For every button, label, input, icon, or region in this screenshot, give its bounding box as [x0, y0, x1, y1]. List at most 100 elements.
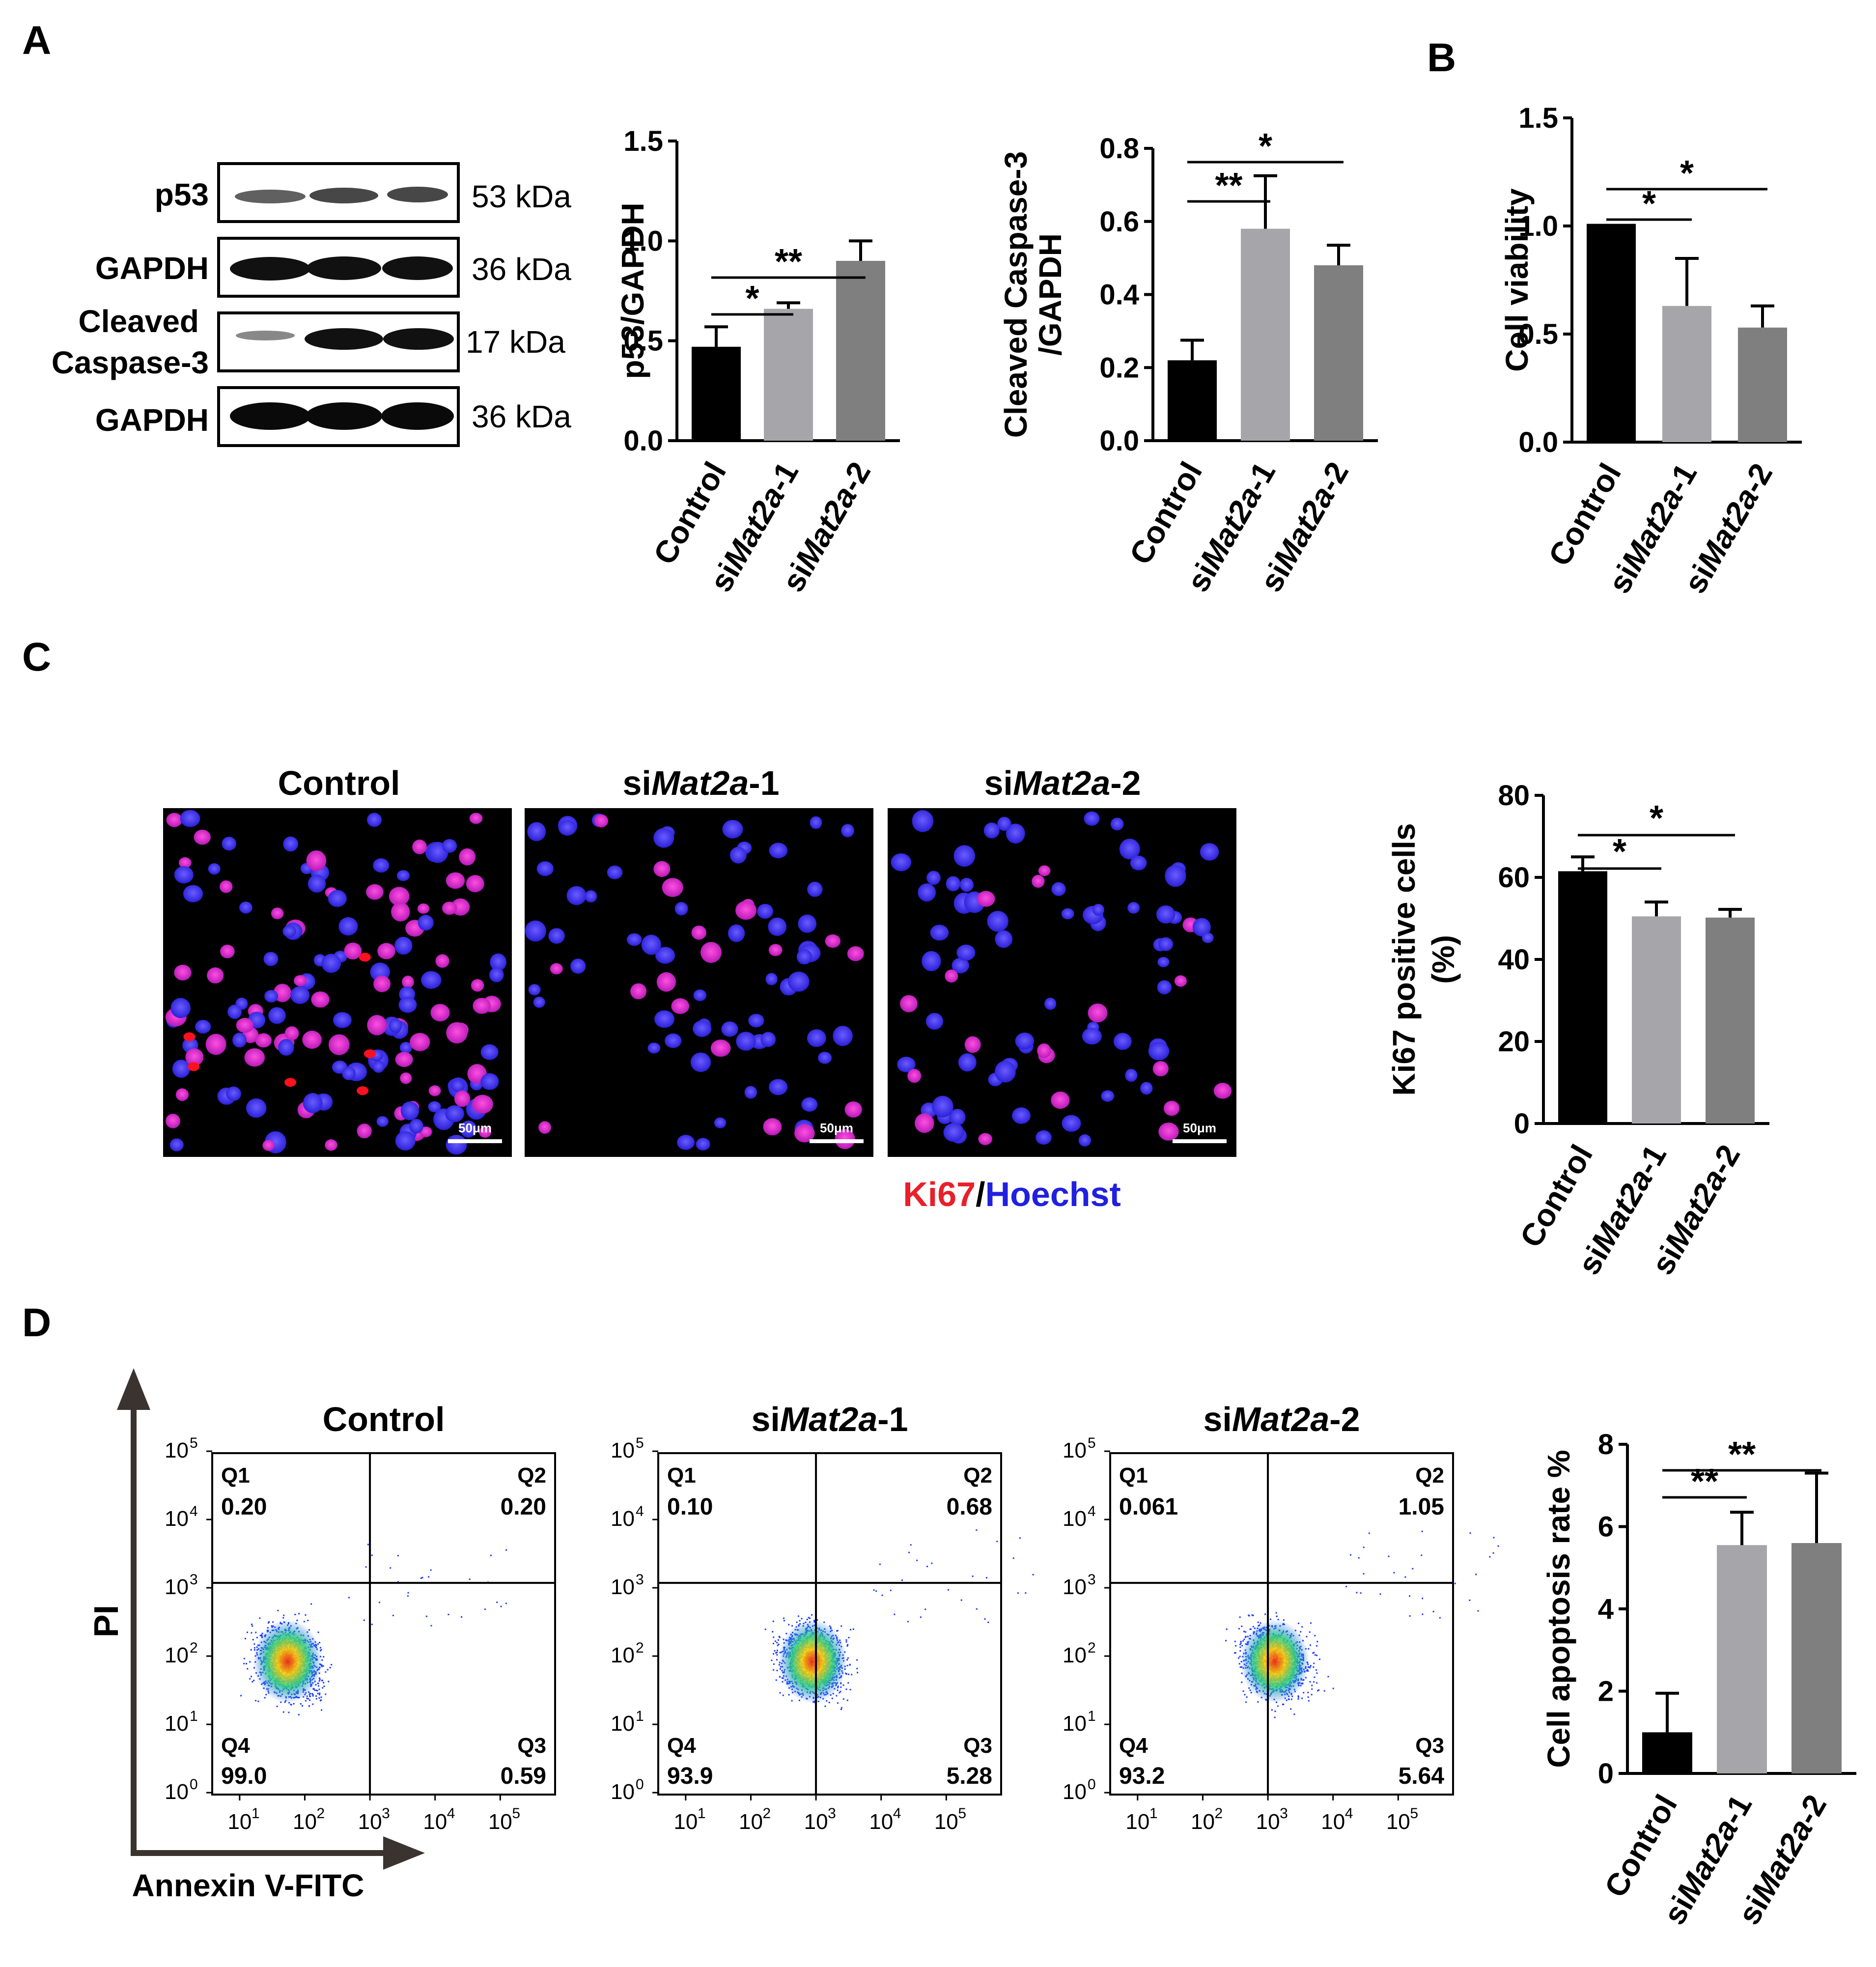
significance-label: ** [1728, 1435, 1756, 1474]
event-dot [920, 1616, 922, 1618]
flow-y-tick-exponent: 3 [1088, 1572, 1096, 1588]
y-axis-label-line2: /GAPDH [1033, 233, 1068, 356]
event-dot [1276, 1615, 1278, 1617]
flow-y-tick-exponent: 3 [190, 1572, 198, 1588]
event-dot [1363, 1546, 1365, 1548]
flow-x-tick-exponent: 3 [382, 1805, 390, 1822]
event-dot [246, 1663, 248, 1665]
cell-nucleus [418, 915, 434, 931]
cell-nucleus [835, 1129, 855, 1150]
event-dot [845, 1688, 847, 1690]
ki67-spot [284, 1078, 297, 1087]
micro-title-control: Control [278, 764, 400, 802]
cell-nucleus [402, 976, 414, 988]
ki67-spot [359, 953, 371, 962]
event-dot [773, 1663, 775, 1665]
event-dot [259, 1617, 261, 1619]
pi-axis-label: PI [87, 1605, 125, 1637]
event-dot [1257, 1621, 1259, 1623]
event-dot [323, 1686, 325, 1687]
y-tick-label: 60 [1498, 862, 1530, 894]
event-dot [265, 1694, 267, 1696]
flow-y-tick-exponent: 5 [190, 1435, 198, 1451]
flow-y-tick-label: 10 [611, 1507, 635, 1531]
event-dot [267, 1622, 269, 1624]
quadrant-q1-label: Q1 [1119, 1463, 1148, 1488]
flow-y-tick-label: 10 [165, 1712, 189, 1736]
cell-nucleus [246, 1098, 267, 1118]
cell-nucleus [166, 813, 182, 827]
cell-nucleus [183, 885, 203, 902]
event-dot [776, 1654, 778, 1656]
event-dot [986, 1577, 988, 1579]
cell-nucleus [978, 1133, 992, 1145]
cell-nucleus [357, 1124, 372, 1139]
event-dot [1316, 1641, 1318, 1643]
cell-nucleus [471, 979, 484, 992]
ki67-spot [364, 1049, 376, 1059]
cell-nucleus [1158, 1123, 1179, 1141]
event-dot [363, 1619, 365, 1621]
event-dot [306, 1697, 308, 1699]
event-dot [1274, 1711, 1276, 1713]
cell-nucleus [264, 990, 279, 1003]
event-dot [846, 1699, 848, 1701]
cell-nucleus [926, 871, 941, 885]
event-dot [1301, 1626, 1303, 1628]
cell-nucleus [1015, 1032, 1035, 1050]
event-dot [1306, 1636, 1308, 1638]
event-dot [1275, 1612, 1277, 1614]
event-dot [850, 1629, 852, 1630]
blot-mw-caspase: 17 kDa [466, 324, 565, 360]
cell-nucleus [180, 810, 200, 827]
y-tick-label: 2 [1598, 1676, 1614, 1708]
y-tick-label: 0.8 [1099, 133, 1139, 165]
event-dot [1242, 1690, 1244, 1692]
cell-nucleus [607, 865, 623, 879]
y-axis-label: Ki67 positive cells [1386, 823, 1422, 1096]
event-dot [1310, 1622, 1312, 1624]
event-dot [319, 1679, 321, 1681]
y-tick-label: 0 [1514, 1108, 1530, 1140]
y-tick-label: 1.5 [1518, 102, 1558, 134]
cell-nucleus [294, 975, 307, 986]
event-dot [425, 1615, 427, 1617]
event-dot [808, 1617, 810, 1619]
flow-y-tick-exponent: 0 [1088, 1776, 1096, 1793]
flow-x-tick-label: 10 [227, 1810, 252, 1834]
event-dot [317, 1685, 319, 1687]
event-dot [293, 1703, 295, 1705]
flow-title: siMat2a-1 [751, 1400, 908, 1438]
event-dot [1248, 1615, 1250, 1617]
flow-x-tick-exponent: 1 [1149, 1805, 1158, 1822]
event-dot [1277, 1619, 1279, 1621]
cell-nucleus [769, 843, 788, 859]
event-dot [312, 1695, 314, 1697]
cell-nucleus [1213, 1083, 1232, 1099]
cell-nucleus [284, 1026, 299, 1040]
flow-x-tick-label: 10 [739, 1810, 763, 1834]
event-dot [1242, 1640, 1244, 1642]
event-dot [255, 1631, 257, 1633]
event-dot [847, 1657, 849, 1659]
flow-x-tick-label: 10 [1256, 1810, 1280, 1834]
cell-nucleus [459, 848, 476, 866]
event-dot [1316, 1682, 1318, 1684]
cell-nucleus [693, 989, 707, 1001]
event-dot [317, 1683, 319, 1685]
cell-nucleus [925, 1012, 944, 1030]
cell-nucleus [833, 1026, 853, 1046]
cell-nucleus [918, 883, 936, 902]
event-dot [316, 1690, 318, 1692]
event-dot [318, 1688, 320, 1690]
event-dot [371, 1624, 373, 1626]
event-dot [306, 1695, 308, 1697]
event-dot [1307, 1696, 1309, 1698]
quadrant-q2-label: Q2 [1415, 1463, 1444, 1488]
event-dot [1309, 1681, 1311, 1683]
cell-nucleus [654, 1010, 674, 1028]
cell-nucleus [446, 872, 465, 889]
cell-nucleus [328, 1034, 350, 1055]
cell-nucleus [454, 1090, 470, 1107]
